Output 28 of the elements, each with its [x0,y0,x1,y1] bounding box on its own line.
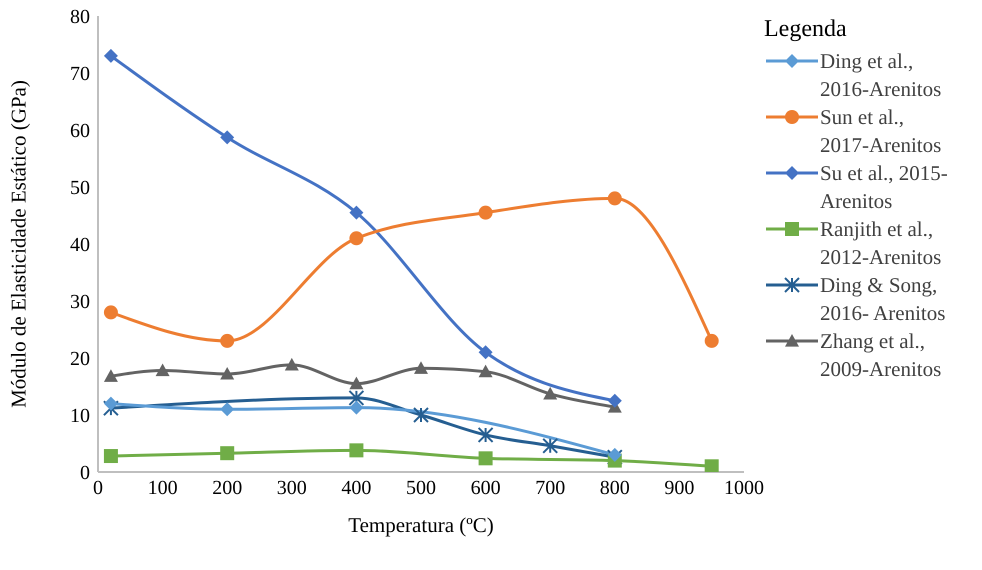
y-tick-label: 50 [70,177,90,200]
y-tick-label: 70 [70,63,90,86]
x-axis-title: Temperatura (ºC) [348,513,494,537]
x-tick-label: 300 [276,477,307,500]
x-tick-label: 700 [535,477,566,500]
y-tick-label: 30 [70,291,90,314]
x-tick-label: 800 [600,477,630,500]
legend-label: Zhang et al., 2009-Arenitos [820,328,942,383]
x-tick-label: 500 [406,477,436,500]
y-axis-title: Módulo de Elasticidade Estático (GPa) [6,80,30,408]
x-tick-label: 600 [470,477,501,500]
x-tick-label: 1000 [724,477,764,500]
legend-label: Sun et al., 2017-Arenitos [820,104,942,159]
legend-label: Ranjith et al., 2012-Arenitos [820,216,942,271]
y-tick-label: 10 [70,405,90,428]
y-tick-label: 0 [80,462,90,484]
x-tick-label: 100 [148,477,178,500]
legend-label: Ding & Song, 2016- Arenitos [820,272,946,327]
y-tick-label: 20 [70,348,90,370]
legend-title: Legenda [764,16,848,43]
y-tick-label: 40 [70,234,90,256]
y-tick-label: 80 [70,6,90,28]
legend-label: Ding et al., 2016-Arenitos [820,48,942,103]
x-tick-label: 900 [664,477,694,500]
x-tick-label: 400 [341,477,372,500]
y-tick-label: 60 [70,120,90,142]
legend-label: Su et al., 2015-Arenitos [820,160,949,215]
x-tick-label: 200 [212,477,242,500]
